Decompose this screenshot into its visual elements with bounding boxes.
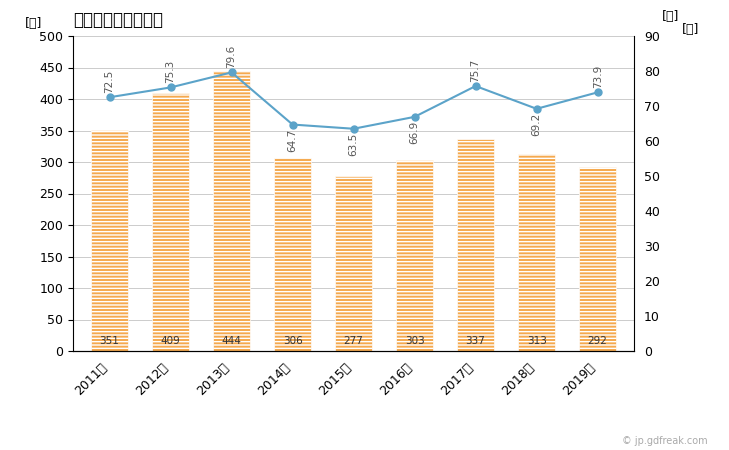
- Text: [％]: [％]: [662, 10, 679, 23]
- Text: 303: 303: [405, 336, 424, 346]
- Bar: [213, 71, 250, 351]
- Text: 277: 277: [343, 336, 364, 346]
- Text: 351: 351: [100, 336, 120, 346]
- Text: 木造建築物数の推移: 木造建築物数の推移: [73, 11, 163, 29]
- Text: 75.3: 75.3: [165, 60, 176, 83]
- Text: 306: 306: [283, 336, 303, 346]
- Bar: [397, 160, 433, 351]
- Bar: [91, 130, 128, 351]
- Text: 64.7: 64.7: [287, 129, 297, 152]
- Bar: [274, 158, 311, 351]
- Text: 444: 444: [222, 336, 241, 346]
- Text: 63.5: 63.5: [348, 133, 359, 156]
- Text: 73.9: 73.9: [593, 65, 603, 88]
- Text: 313: 313: [526, 336, 547, 346]
- Text: 75.7: 75.7: [471, 58, 480, 82]
- Y-axis label: [％]: [％]: [682, 23, 699, 36]
- Text: 79.6: 79.6: [227, 45, 236, 68]
- Text: 69.2: 69.2: [531, 113, 542, 136]
- Text: 409: 409: [160, 336, 180, 346]
- Text: 337: 337: [466, 336, 486, 346]
- Bar: [580, 167, 616, 351]
- Bar: [152, 93, 189, 351]
- Y-axis label: [棟]: [棟]: [25, 17, 42, 30]
- Text: 66.9: 66.9: [410, 121, 420, 144]
- Text: 292: 292: [588, 336, 607, 346]
- Bar: [457, 139, 494, 351]
- Text: © jp.gdfreak.com: © jp.gdfreak.com: [622, 436, 707, 446]
- Bar: [335, 176, 372, 351]
- Text: 72.5: 72.5: [104, 70, 114, 93]
- Bar: [518, 154, 555, 351]
